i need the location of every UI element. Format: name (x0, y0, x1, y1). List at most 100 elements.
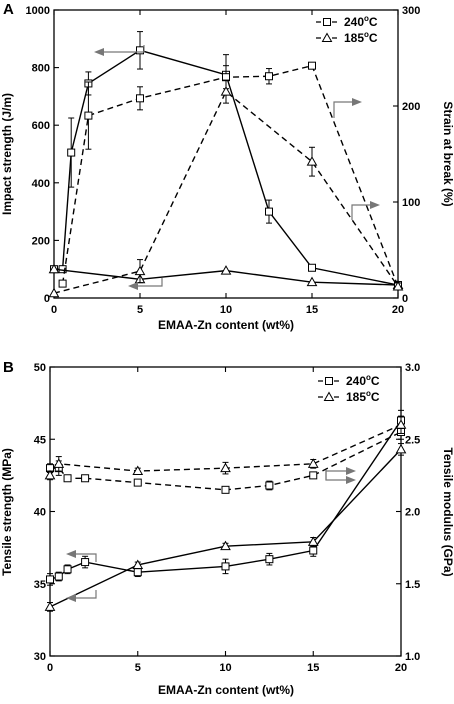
y2-tick-label: 300 (402, 5, 420, 17)
y2-tick-label: 0 (402, 293, 408, 305)
arrow-head-2 (128, 282, 138, 290)
data-point-triangle (220, 462, 231, 473)
y-tick-label: 45 (34, 434, 46, 446)
data-point-triangle (220, 86, 232, 96)
arrow-head-6 (66, 594, 76, 602)
data-point-square (81, 558, 90, 567)
data-point-triangle (395, 443, 407, 454)
data-point-square (309, 471, 318, 480)
data-point-square (81, 474, 90, 483)
data-point-triangle (307, 458, 319, 468)
y2-tick-label: 1.0 (405, 651, 420, 663)
legend-label: 185oC (346, 389, 380, 404)
y2-tick-label: 2.0 (405, 507, 420, 519)
y-tick-label: 200 (32, 235, 50, 247)
legend-marker-triangle (321, 32, 333, 42)
arrow-head-1 (94, 48, 104, 56)
y-tick-label: 1000 (26, 5, 50, 17)
data-point-triangle (392, 280, 404, 291)
arrow-to-right-axis-1 (333, 101, 352, 118)
data-point-square (46, 575, 54, 584)
data-point-square (265, 481, 274, 490)
panel-b: B 0 5 10 15 20 30 35 40 45 50 1.0 1.5 2.0 2.5 3.0 240o… (0, 359, 454, 697)
arrow-to-left-axis-4 (76, 590, 97, 599)
panel-a-annotations (94, 45, 380, 290)
panel-b-y2label: Tensile modulus (GPa) (441, 447, 454, 576)
panel-b-annotations (66, 467, 356, 602)
y-tick-label: 800 (32, 63, 50, 75)
panel-b-letter: B (3, 359, 14, 376)
data-point-triangle (132, 559, 144, 569)
arrow-to-left-axis-2 (138, 278, 163, 287)
panel-a-xlabel: EMAA-Zn content (wt%) (158, 318, 294, 332)
arrow-head-7 (346, 467, 356, 475)
data-point-square (54, 572, 63, 581)
data-point-triangle (53, 458, 65, 468)
y2-tick-label: 100 (402, 197, 420, 209)
data-point-triangle (48, 287, 60, 298)
data-point-square (309, 546, 318, 555)
y2-tick-label: 1.5 (405, 579, 420, 591)
arrow-head-8 (346, 476, 356, 484)
x-tick-label: 10 (219, 662, 231, 674)
arrow-head-5 (66, 550, 76, 558)
x-tick-label: 5 (135, 662, 141, 674)
x-tick-label: 0 (47, 662, 53, 674)
y-tick-label: 35 (34, 579, 46, 591)
data-point-triangle (44, 601, 56, 611)
panel-a-y2label: Strain at break (%) (441, 101, 454, 206)
x-tick-label: 10 (220, 304, 232, 316)
legend-marker-square (325, 377, 333, 385)
data-point-square (136, 46, 144, 55)
y-tick-label: 50 (34, 362, 46, 374)
data-point-square (63, 565, 72, 574)
arrow-head-3 (352, 98, 362, 106)
x-tick-label: 15 (306, 304, 318, 316)
data-point-square (136, 94, 144, 103)
legend-marker-square (323, 18, 331, 26)
data-point-square (308, 263, 316, 272)
legend-marker-triangle (323, 391, 335, 401)
data-point-triangle (134, 265, 146, 276)
y-tick-label: 30 (34, 651, 46, 663)
data-point-triangle (306, 276, 318, 287)
arrow-to-left-axis-3 (76, 553, 97, 562)
data-point-triangle (306, 156, 318, 166)
y-tick-label: 40 (34, 507, 46, 519)
data-point-square (63, 474, 72, 483)
data-point-square (221, 485, 230, 494)
x-tick-label: 5 (137, 304, 143, 316)
legend-label: 240oC (346, 373, 380, 388)
data-point-square (221, 562, 230, 571)
legend-label: 240oC (344, 14, 378, 29)
arrow-head-4 (370, 201, 380, 209)
panel-b-series (44, 409, 407, 612)
data-point-square (265, 72, 273, 81)
x-tick-label: 20 (392, 304, 404, 316)
legend-label: 185oC (344, 30, 378, 45)
data-point-triangle (220, 540, 231, 551)
panel-a-series (48, 31, 404, 298)
x-tick-label: 20 (395, 662, 407, 674)
data-point-square (133, 568, 142, 577)
arrow-to-right-axis-2 (351, 204, 370, 220)
y-tick-label: 0 (44, 293, 50, 305)
data-point-square (308, 61, 316, 70)
y-tick-label: 600 (32, 120, 50, 132)
arrow-to-right-axis-4 (325, 470, 346, 481)
panel-a-letter: A (3, 1, 14, 18)
y-tick-label: 400 (32, 178, 50, 190)
data-point-triangle (44, 469, 56, 480)
data-point-triangle (307, 536, 319, 546)
data-point-triangle (395, 419, 407, 429)
data-point-square (133, 478, 142, 487)
data-point-triangle (220, 265, 232, 275)
panel-b-ticks: 0 5 10 15 20 30 35 40 45 50 1.0 1.5 2.0 2.5 3.0 (34, 362, 421, 674)
y2-tick-label: 2.5 (405, 434, 420, 446)
panel-a-ylabel: Impact strength (J/m) (0, 93, 14, 215)
data-point-square (265, 207, 273, 216)
